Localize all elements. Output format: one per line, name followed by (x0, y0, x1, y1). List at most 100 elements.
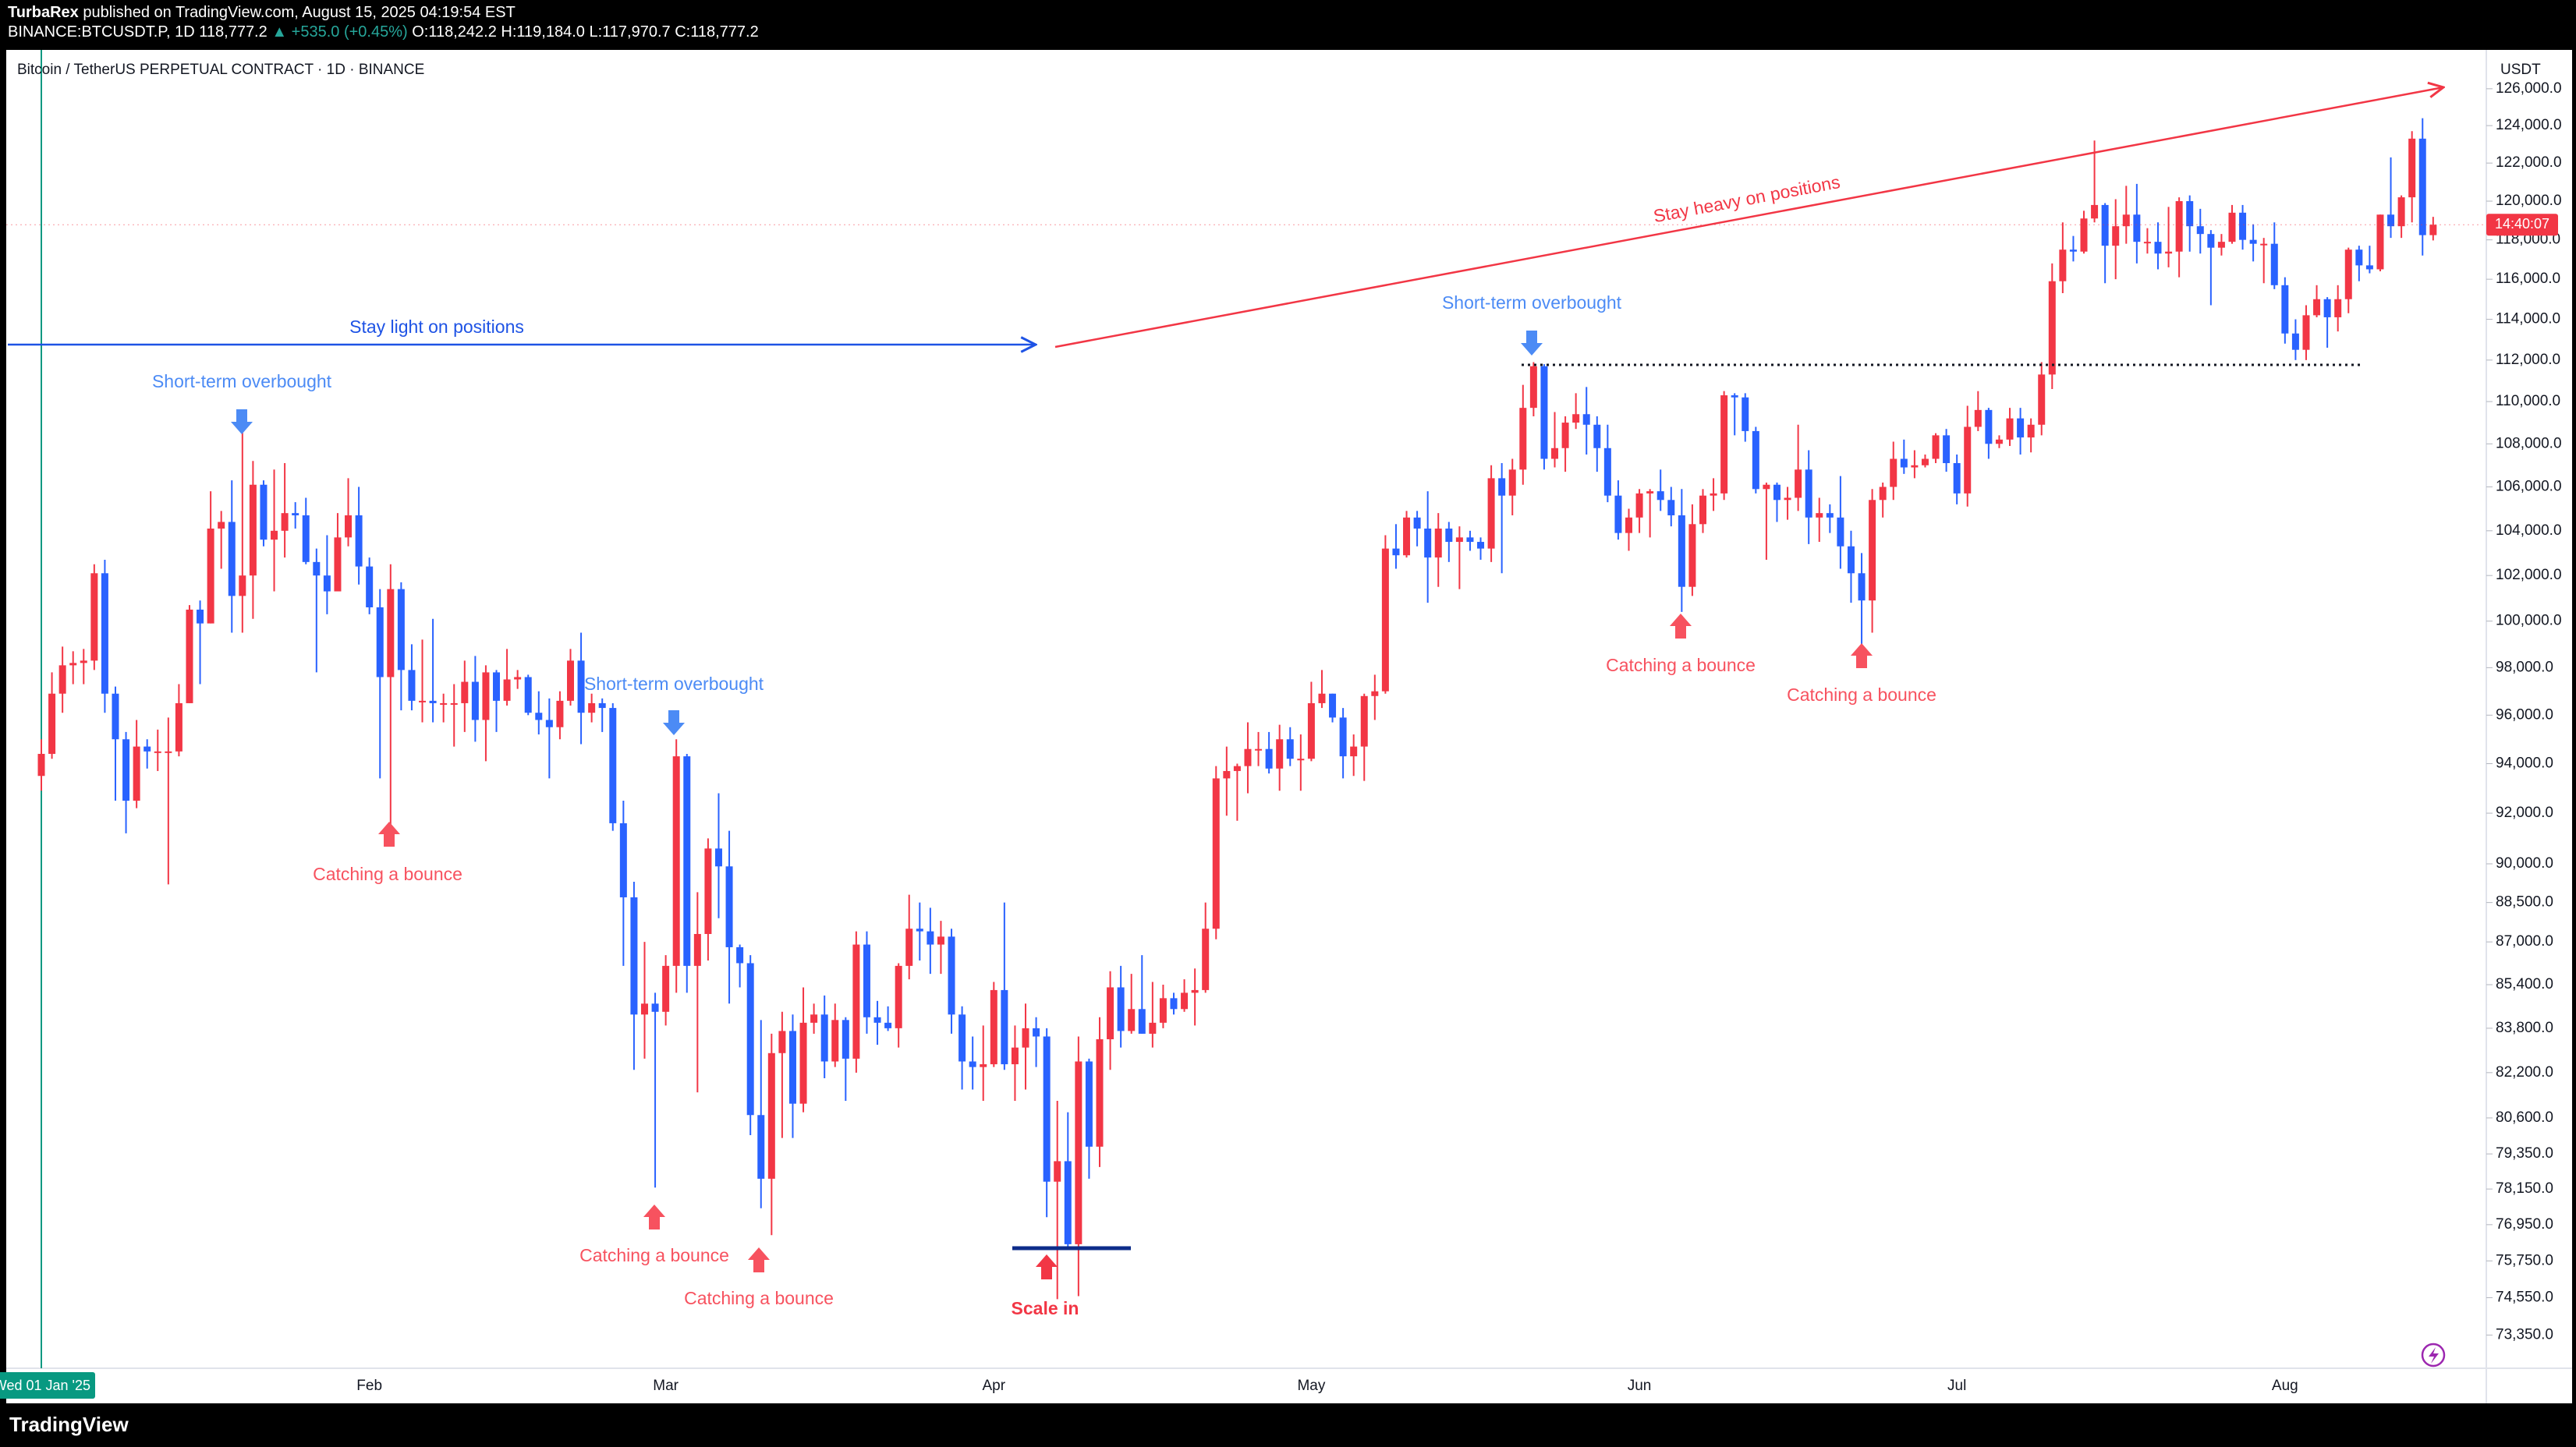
candle-body (1635, 493, 1643, 518)
candle-body (672, 756, 680, 966)
y-tick-label: 94,000.0 (2496, 755, 2553, 772)
y-tick-label: 98,000.0 (2496, 659, 2553, 675)
crosshair-date-box (0, 1372, 95, 1399)
candle-body (1392, 548, 1400, 556)
candle-body (260, 484, 268, 540)
arrow-marker (1036, 1254, 1058, 1279)
candle-body (2334, 299, 2342, 317)
candle-body (1202, 929, 1210, 990)
candle-body (503, 679, 511, 701)
x-tick-label: Feb (356, 1378, 382, 1394)
candle-body (1329, 693, 1337, 718)
published: published on TradingView.com, August 15,… (83, 4, 515, 21)
candle-body (239, 575, 246, 596)
candle-body (1932, 435, 1940, 459)
candle-body (482, 672, 490, 720)
candle-body (2217, 242, 2225, 248)
candle-body (1360, 695, 1368, 747)
candle-body (556, 700, 564, 727)
candle-body (2038, 374, 2046, 425)
candle-body (2397, 197, 2405, 227)
y-tick-label: 90,000.0 (2496, 855, 2553, 872)
candle-body (228, 522, 236, 596)
candle-body (1667, 500, 1675, 515)
y-tick-label: 112,000.0 (2496, 352, 2560, 368)
candle-body (1837, 517, 1844, 547)
arrow-marker (663, 710, 685, 735)
candle-body (895, 965, 902, 1028)
candle-body (2355, 249, 2363, 266)
candle-body (1593, 424, 1601, 448)
candle-body (1890, 458, 1897, 487)
footer-logo[interactable]: TradingView (9, 1413, 129, 1436)
y-tick-label: 100,000.0 (2496, 613, 2562, 629)
candle-body (714, 848, 722, 867)
candle-body (757, 1115, 765, 1179)
candle-body (651, 1003, 659, 1012)
candle-body (927, 931, 934, 945)
y-tick-label: 96,000.0 (2496, 706, 2553, 723)
candle-body (461, 681, 469, 703)
candle-body (746, 963, 754, 1116)
candle-body (1244, 748, 1252, 766)
candle-body (440, 702, 448, 705)
annotation: Catching a bounce (1606, 655, 1756, 675)
candle-body (2207, 234, 2215, 248)
y-tick-label: 85,400.0 (2496, 976, 2553, 992)
candle-body (2418, 138, 2426, 235)
candle-body (355, 515, 363, 567)
annotation: Stay light on positions (349, 317, 524, 337)
y-tick-label: 88,500.0 (2496, 894, 2553, 911)
candle-body (2143, 242, 2151, 244)
candle-body (619, 823, 627, 897)
candle-body (1128, 1009, 1136, 1031)
y-tick-label: 82,200.0 (2496, 1064, 2553, 1081)
candle-body (1445, 528, 1453, 543)
change: ▲ +535.0 (+0.45%) (271, 23, 407, 41)
candle-body (1657, 491, 1664, 501)
candle-body (218, 522, 225, 529)
candle-body (969, 1061, 976, 1067)
candle-body (2080, 218, 2088, 252)
candle-body (2376, 214, 2384, 270)
y-tick-label: 87,000.0 (2496, 933, 2553, 950)
candle-body (2270, 243, 2278, 285)
candle-body (2313, 299, 2321, 316)
candle-body (767, 1053, 775, 1179)
candle-body (1011, 1047, 1019, 1065)
candle-body (1742, 397, 1749, 431)
candle-body (2239, 212, 2247, 240)
candle-body (1752, 430, 1759, 490)
candle-body (1731, 395, 1738, 398)
candle-body (271, 530, 278, 540)
candle-body (1964, 426, 1972, 494)
candle-body (2175, 200, 2183, 252)
y-tick-label: 74,550.0 (2496, 1289, 2553, 1305)
open: O:118,242.2 (412, 23, 497, 41)
chart-pane (6, 50, 2572, 1403)
candle-body (2165, 251, 2173, 254)
candle-body (2059, 249, 2067, 281)
candle-body (1614, 495, 1622, 533)
candle-body (1603, 448, 1611, 496)
candle-body (2091, 204, 2099, 219)
candle-body (1508, 469, 1516, 496)
candle-body (2408, 138, 2416, 198)
candle-body (1107, 987, 1114, 1040)
candle-body (535, 713, 543, 720)
trend-line (1054, 87, 2443, 348)
candle-body (1646, 491, 1654, 494)
candle-body (2069, 249, 2077, 252)
annotation: Catching a bounce (1787, 685, 1936, 705)
y-tick-label: 104,000.0 (2496, 522, 2562, 539)
y-tick-label: 102,000.0 (2496, 567, 2562, 583)
candle-body (1181, 992, 1189, 1010)
candle-body (2387, 214, 2395, 227)
alert-icon[interactable] (2421, 1343, 2446, 1367)
candle-body (37, 753, 45, 777)
candle-body (292, 513, 299, 515)
candle-body (1064, 1161, 1072, 1244)
candle-body (736, 946, 744, 964)
candle-body (852, 944, 860, 1059)
